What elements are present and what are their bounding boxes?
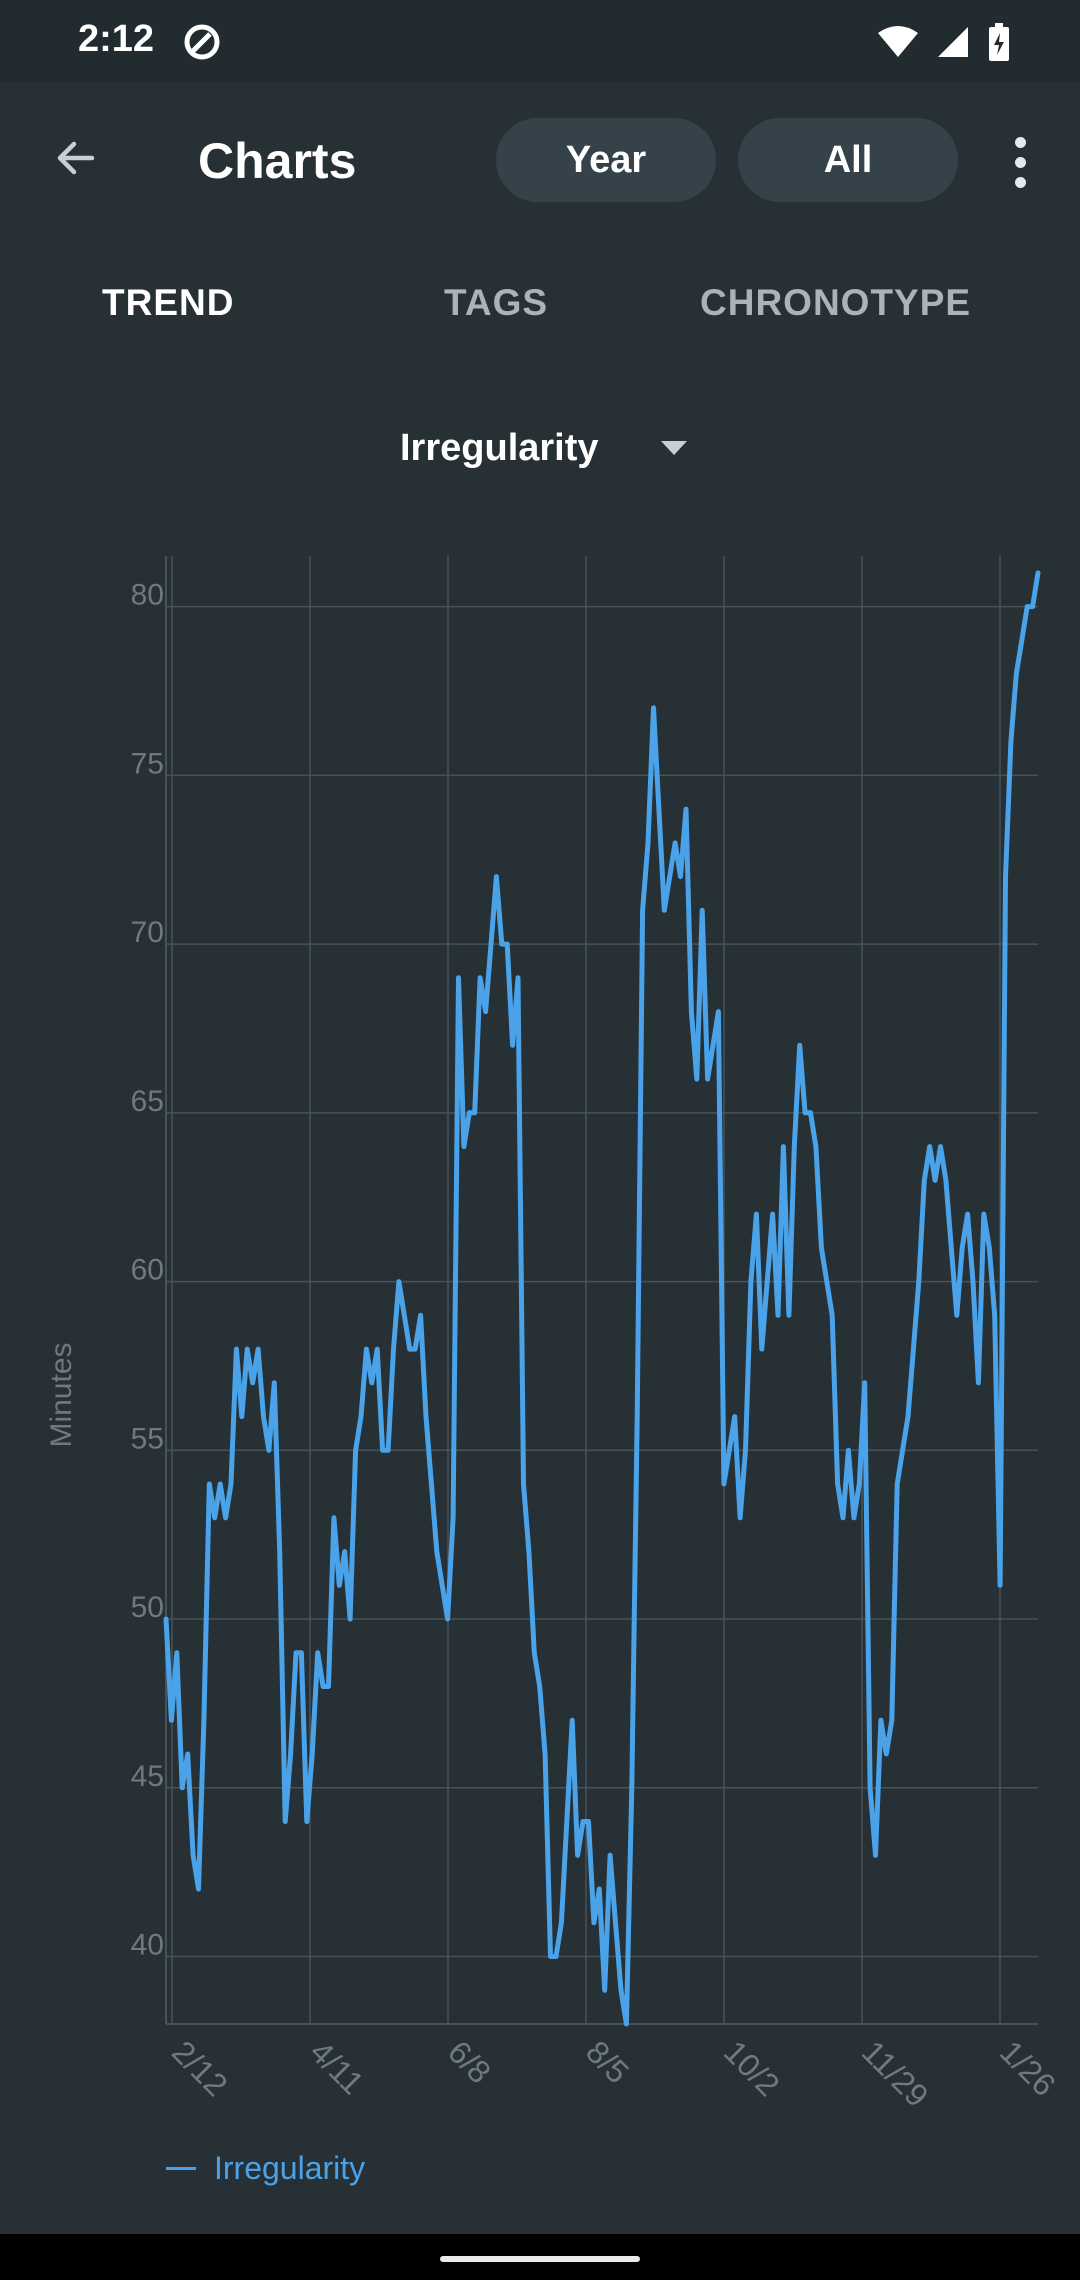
metric-dropdown[interactable]: Irregularity — [400, 418, 689, 478]
y-tick-label: 60 — [131, 1254, 164, 1287]
more-dot-icon — [1014, 176, 1026, 188]
tab-tags[interactable]: TAGS — [444, 282, 549, 323]
chart-tabs: TREND TAGS CHRONOTYPE — [0, 272, 1080, 342]
x-tick-label: 6/8 — [441, 2033, 498, 2090]
more-dot-icon — [1014, 136, 1026, 148]
page-title: Charts — [198, 133, 357, 189]
y-tick-label: 40 — [131, 1929, 164, 1962]
y-tick-label: 70 — [131, 916, 164, 949]
all-filter-button[interactable]: All — [738, 118, 958, 202]
metric-dropdown-label: Irregularity — [400, 426, 599, 469]
app-notification-icon — [184, 24, 220, 60]
y-tick-label: 75 — [131, 747, 164, 780]
year-filter-button[interactable]: Year — [496, 118, 716, 202]
x-tick-label: 11/29 — [855, 2033, 935, 2113]
arrow-back-icon — [57, 141, 95, 175]
wifi-icon — [878, 26, 918, 57]
legend-swatch — [166, 2167, 196, 2170]
status-icons — [878, 20, 1010, 64]
y-tick-label: 45 — [131, 1760, 164, 1793]
y-tick-label: 65 — [131, 1085, 164, 1118]
x-tick-label: 1/26 — [993, 2033, 1062, 2102]
legend-label: Irregularity — [214, 2150, 366, 2186]
more-options-button[interactable] — [996, 130, 1044, 194]
x-tick-label: 8/5 — [579, 2033, 636, 2090]
tab-trend[interactable]: TREND — [102, 282, 235, 323]
back-button[interactable] — [40, 122, 112, 194]
more-dot-icon — [1014, 156, 1026, 168]
y-tick-label: 55 — [131, 1422, 164, 1455]
y-tick-label: 50 — [131, 1591, 164, 1624]
y-tick-label: 80 — [131, 579, 164, 612]
battery-charging-icon — [989, 23, 1009, 61]
x-tick-label: 2/12 — [165, 2033, 234, 2102]
chart-legend: Irregularity — [166, 2150, 365, 2187]
app-bar: Charts Year All — [0, 82, 1080, 242]
irregularity-series-line — [163, 570, 1041, 2027]
cellular-signal-icon — [938, 27, 968, 57]
trend-chart: 40 45 50 55 60 65 70 75 80 2/12 4/11 6/8 8/5 10/2 11/… — [131, 556, 1063, 2114]
status-bar: 2:12 — [0, 0, 1080, 82]
home-indicator[interactable] — [440, 2256, 640, 2262]
x-tick-label: 4/11 — [303, 2033, 371, 2101]
tab-chronotype[interactable]: CHRONOTYPE — [700, 282, 972, 323]
dropdown-arrow-icon — [660, 441, 687, 455]
status-time: 2:12 — [78, 18, 155, 60]
x-tick-label: 10/2 — [717, 2033, 786, 2102]
y-axis-label: Minutes — [45, 1342, 78, 1448]
